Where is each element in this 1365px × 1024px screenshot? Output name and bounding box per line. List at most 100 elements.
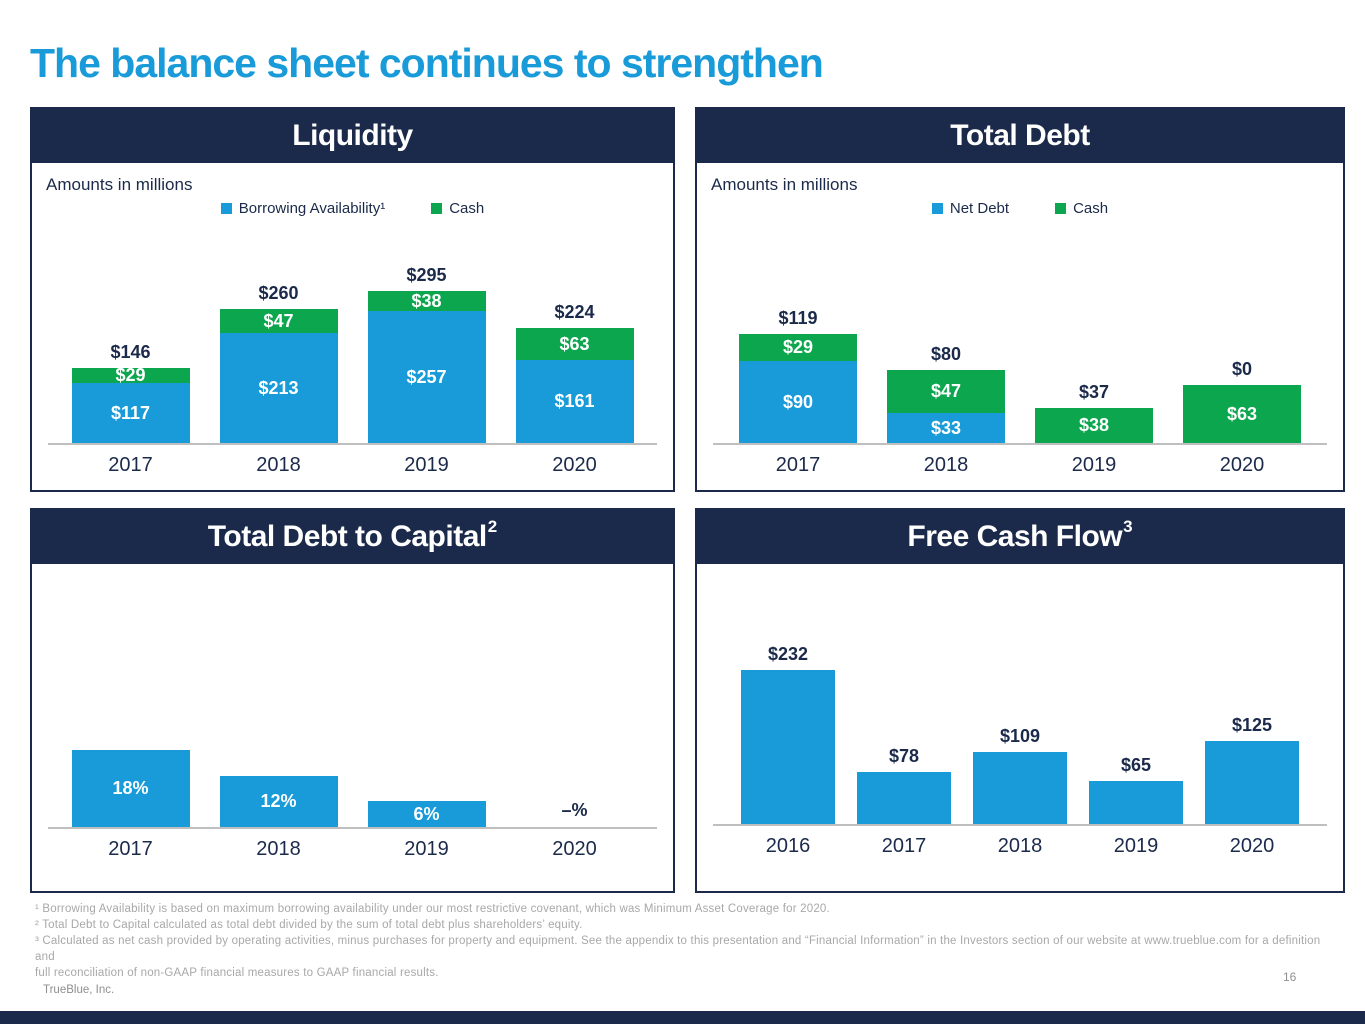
footnote-1: ¹ Borrowing Availability is based on max…	[35, 903, 830, 915]
total-debt-chart: $119 $29 $90 $80 $47 $33 $37 $38 $0 $63 2017 2018 2…	[697, 223, 1343, 477]
x-axis-label: 2017	[775, 454, 821, 476]
bar-group-2019: $37 $38	[1035, 382, 1153, 443]
legend-swatch-blue-icon	[931, 202, 943, 214]
free-cash-flow-panel-title: Free Cash Flow	[907, 519, 1123, 553]
liquidity-panel-body: Amounts in millions Borrowing Availabili…	[32, 163, 673, 491]
total-debt-legend: Net Debt Cash	[697, 193, 1343, 223]
bar-group-2020: $0 $63	[1183, 359, 1301, 443]
bar-segment-label: $63	[559, 333, 590, 354]
total-debt-panel-title: Total Debt	[950, 118, 1090, 152]
bar-segment-free-cash-flow	[973, 752, 1067, 824]
x-axis-line	[48, 827, 657, 829]
bar-segment-borrowing-availability: $117	[71, 383, 190, 443]
bar-total-label: $65	[1120, 755, 1152, 775]
x-axis-label: 2018	[997, 835, 1043, 857]
x-axis-line	[713, 443, 1327, 445]
legend-label: Net Debt	[949, 199, 1010, 217]
x-axis-label: 2017	[881, 835, 927, 857]
legend-label: Cash	[1073, 199, 1109, 217]
bar-segment-net-debt: $90	[739, 361, 857, 443]
bar-segment-label: $38	[1078, 415, 1110, 435]
bar-total-label: $78	[888, 746, 920, 766]
bar-group-2020: –%	[516, 800, 634, 827]
bar-segment-cash: $47	[219, 309, 338, 333]
x-axis-label: 2018	[256, 838, 301, 860]
x-axis-line	[48, 443, 657, 445]
bar-segment-label: 12%	[260, 791, 297, 811]
x-axis-labels: 2017 2018 2019 2020	[32, 445, 673, 477]
bar-segment-net-debt: $33	[887, 413, 1005, 443]
bar-segment-borrowing-availability: $257	[367, 311, 486, 443]
x-axis-label: 2019	[1113, 835, 1159, 857]
free-cash-flow-chart: $232 $78 $109 $65 $125 2016 2017 2018 2019 2020	[697, 564, 1343, 858]
bar-segment-label: 18%	[112, 778, 149, 798]
debt-to-capital-panel-body: 18% 12% 6% –% 2017 2018 2019 2020	[32, 564, 673, 892]
bar-segment-label: $213	[258, 377, 299, 398]
bar-segment-free-cash-flow	[741, 670, 835, 824]
bar-segment-free-cash-flow	[857, 772, 951, 824]
bar-segment-label: $47	[263, 310, 294, 331]
liquidity-bars: $146 $29 $117 $260 $47 $213 $295 $38 $257 $224 $63…	[32, 223, 673, 443]
total-debt-bars: $119 $29 $90 $80 $47 $33 $37 $38 $0 $63	[697, 223, 1343, 443]
bar-total-label: $37	[1078, 382, 1110, 402]
bar-total-label: $125	[1231, 715, 1273, 735]
legend-item-cash: Cash	[431, 200, 484, 217]
bar-group-2018: $80 $47 $33	[887, 344, 1005, 443]
bar-group-2017: $78	[857, 746, 951, 824]
bar-segment-cash: $38	[367, 291, 486, 311]
bar-segment-label: $29	[782, 337, 814, 357]
bar-group-2016: $232	[741, 644, 835, 824]
bar-segment-label: $29	[115, 365, 146, 385]
legend-swatch-blue-icon	[220, 202, 232, 214]
x-axis-label: 2020	[552, 454, 597, 476]
legend-item-net-debt: Net Debt	[931, 199, 1010, 217]
bar-segment-label: $90	[782, 391, 814, 412]
bar-group-2020: $224 $63 $161	[515, 302, 634, 443]
liquidity-panel: Liquidity Amounts in millions Borrowing …	[30, 107, 675, 492]
amounts-in-millions-label: Amounts in millions	[46, 175, 193, 194]
bar-segment-total-debt-to-capital: 18%	[71, 750, 190, 827]
company-name: TrueBlue, Inc.	[43, 984, 115, 996]
legend-label: Cash	[449, 199, 485, 217]
footnotes: ¹ Borrowing Availability is based on max…	[35, 901, 1340, 981]
free-cash-flow-panel: Free Cash Flow 3 $232 $78 $109 $65 $125 2016 2…	[695, 508, 1345, 893]
x-axis-line	[713, 824, 1327, 826]
bar-group-2019: $65	[1089, 755, 1183, 824]
x-axis-labels: 2017 2018 2019 2020	[32, 829, 673, 861]
bar-group-2019: $295 $38 $257	[367, 265, 486, 443]
total-debt-panel-header: Total Debt	[696, 108, 1344, 163]
bar-group-2018: 12%	[219, 776, 338, 827]
x-axis-label: 2019	[404, 454, 449, 476]
bar-segment-cash: $63	[1183, 385, 1301, 443]
x-axis-labels: 2016 2017 2018 2019 2020	[697, 826, 1343, 858]
bar-total-label: $119	[778, 308, 818, 328]
x-axis-label: 2020	[552, 838, 597, 860]
liquidity-chart: $146 $29 $117 $260 $47 $213 $295 $38 $257 $224 $63…	[32, 223, 673, 477]
debt-to-capital-panel-header: Total Debt to Capital 2	[31, 509, 674, 564]
bar-total-label: $80	[930, 344, 962, 364]
bar-segment-borrowing-availability: $161	[515, 360, 634, 443]
bar-group-2018: $260 $47 $213	[219, 283, 338, 443]
legend-item-cash: Cash	[1055, 200, 1108, 217]
page-number: 16	[1283, 970, 1297, 984]
x-axis-label: 2018	[923, 454, 969, 476]
bar-segment-label: $63	[1226, 403, 1258, 424]
bar-total-label: $295	[406, 265, 447, 285]
bar-group-2020: $125	[1205, 715, 1299, 824]
bar-total-label: $146	[110, 342, 151, 362]
bar-total-label: $232	[767, 644, 809, 664]
bar-segment-cash: $29	[739, 334, 857, 361]
bar-group-2017: 18%	[71, 750, 190, 827]
legend-swatch-green-icon	[431, 202, 443, 214]
x-axis-label: 2019	[404, 838, 449, 860]
x-axis-label: 2020	[1219, 454, 1265, 476]
x-axis-label: 2017	[108, 454, 153, 476]
slide-title: The balance sheet continues to strengthe…	[30, 40, 824, 86]
bar-segment-label: $161	[554, 391, 595, 411]
bar-segment-cash: $29	[71, 365, 190, 385]
legend-swatch-green-icon	[1055, 202, 1067, 214]
bar-total-label: $109	[999, 726, 1041, 746]
total-debt-panel-body: Amounts in millions Net Debt Cash $119 $2…	[697, 163, 1343, 491]
amounts-in-millions-label: Amounts in millions	[711, 175, 858, 194]
debt-to-capital-panel: Total Debt to Capital 2 18% 12% 6% –% 2017 20…	[30, 508, 675, 893]
